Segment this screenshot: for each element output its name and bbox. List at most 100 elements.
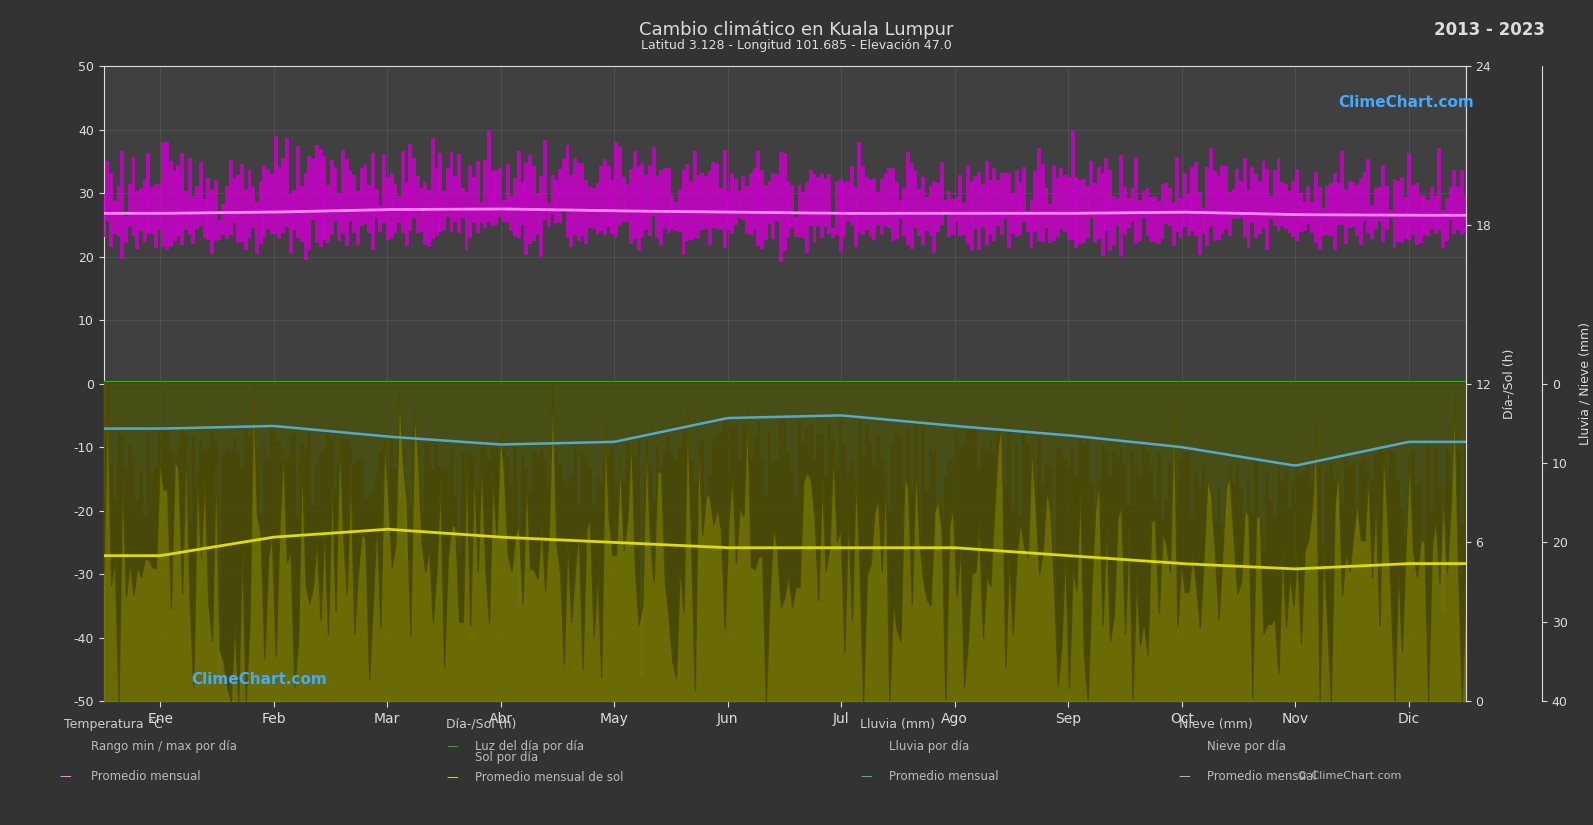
Bar	[660, 384, 663, 467]
Bar	[443, 384, 446, 468]
Bar	[566, 145, 569, 238]
Bar	[1348, 384, 1351, 465]
Bar	[1126, 384, 1131, 507]
Bar	[701, 173, 704, 230]
Bar	[330, 384, 335, 439]
Bar	[457, 154, 460, 233]
Bar	[940, 162, 943, 225]
Bar	[562, 159, 566, 211]
Bar	[430, 138, 435, 239]
Bar	[644, 175, 648, 230]
Bar	[263, 165, 266, 237]
Bar	[135, 384, 139, 501]
Bar	[902, 188, 906, 236]
Bar	[918, 189, 921, 236]
Bar	[926, 197, 929, 231]
Bar	[1137, 384, 1142, 478]
Bar	[546, 203, 551, 227]
Bar	[524, 163, 529, 255]
Bar	[1070, 130, 1075, 240]
Bar	[188, 158, 191, 235]
Bar	[1217, 176, 1220, 240]
Bar	[102, 195, 105, 237]
Bar	[258, 181, 263, 244]
Bar	[333, 384, 338, 493]
Bar	[225, 384, 229, 447]
Bar	[596, 384, 599, 475]
Bar	[730, 173, 734, 233]
Bar	[1281, 182, 1284, 226]
Bar	[419, 188, 424, 232]
Bar	[1217, 384, 1220, 486]
Bar	[1074, 384, 1078, 475]
Bar	[629, 384, 632, 476]
Bar	[599, 166, 604, 231]
Bar	[1195, 163, 1198, 236]
Bar	[652, 148, 656, 216]
Bar	[943, 200, 948, 213]
Bar	[1007, 173, 1012, 248]
Bar	[363, 384, 368, 499]
Bar	[155, 384, 158, 467]
Bar	[1370, 384, 1375, 479]
Bar	[1306, 384, 1311, 465]
Bar	[663, 168, 667, 229]
Bar	[221, 384, 225, 454]
Bar	[424, 182, 427, 245]
Bar	[1179, 198, 1184, 238]
Bar	[1287, 191, 1292, 233]
Bar	[397, 384, 401, 497]
Bar	[1322, 208, 1325, 236]
Text: —: —	[860, 770, 871, 783]
Bar	[940, 384, 943, 521]
Bar	[315, 384, 319, 465]
Bar	[679, 384, 682, 449]
Bar	[685, 164, 690, 241]
Text: Promedio mensual: Promedio mensual	[1207, 770, 1317, 783]
Bar	[1112, 196, 1115, 245]
Bar	[1239, 182, 1243, 218]
Bar	[610, 180, 615, 233]
Bar	[569, 384, 573, 475]
Bar	[161, 384, 166, 430]
Bar	[454, 176, 457, 222]
Bar	[177, 165, 180, 237]
Bar	[1007, 384, 1012, 431]
Bar	[992, 167, 996, 241]
Bar	[213, 180, 218, 242]
Bar	[573, 158, 577, 235]
Bar	[1228, 384, 1231, 465]
Bar	[360, 384, 363, 458]
Bar	[827, 174, 832, 234]
Bar	[344, 159, 349, 247]
Bar	[1198, 191, 1201, 255]
Bar	[1078, 180, 1082, 244]
Bar	[1356, 384, 1359, 536]
Bar	[139, 188, 143, 231]
Bar	[790, 185, 793, 228]
Bar	[1206, 167, 1209, 247]
Bar	[652, 384, 656, 499]
Bar	[1104, 158, 1109, 231]
Bar	[487, 384, 491, 460]
Bar	[895, 182, 898, 239]
Bar	[1098, 384, 1101, 485]
Bar	[105, 384, 110, 460]
Bar	[408, 384, 413, 507]
Bar	[854, 186, 857, 247]
Bar	[108, 172, 113, 247]
Text: Lluvia por día: Lluvia por día	[889, 740, 969, 753]
Bar	[419, 384, 424, 512]
Bar	[540, 384, 543, 451]
Bar	[1367, 159, 1370, 233]
Bar	[723, 384, 726, 421]
Bar	[1051, 384, 1056, 589]
Bar	[502, 200, 507, 222]
Bar	[438, 153, 443, 232]
Bar	[1251, 384, 1254, 514]
Bar	[1040, 164, 1045, 242]
Bar	[1453, 170, 1456, 233]
Bar	[1131, 188, 1134, 221]
Bar	[970, 182, 973, 251]
Bar	[532, 384, 535, 452]
